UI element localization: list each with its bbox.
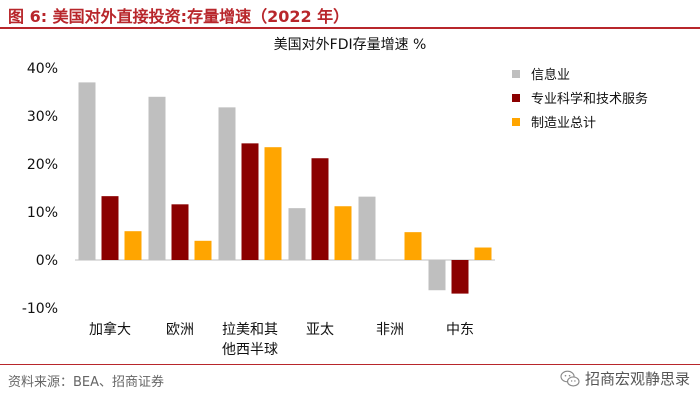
y-tick-label: -10% (22, 301, 58, 317)
watermark: 招商宏观静思录 (560, 368, 690, 389)
bar-3 (124, 231, 142, 260)
x-tick-label: 加拿大 (89, 321, 131, 338)
bar-1 (288, 208, 306, 260)
x-tick-label: 拉美和其他西半球 (222, 322, 278, 358)
legend-swatch (512, 118, 520, 126)
x-tick-label: 欧洲 (166, 322, 194, 338)
y-tick-label: 20% (27, 157, 58, 173)
bar-1 (358, 196, 376, 260)
y-tick-label: 10% (27, 205, 58, 221)
legend-swatch (512, 70, 520, 78)
watermark-text: 招商宏观静思录 (584, 370, 690, 388)
x-tick-label: 中东 (446, 322, 474, 338)
figure-title: 图 6: 美国对外直接投资:存量增速（2022 年） (8, 7, 350, 26)
chart-title: 美国对外FDI存量增速 % (273, 37, 427, 53)
bar-1 (428, 260, 446, 291)
bar-3 (334, 206, 352, 260)
bar-3 (264, 147, 282, 260)
bar-3 (404, 232, 422, 260)
bar-3 (194, 240, 212, 260)
bar-1 (218, 107, 236, 260)
legend-label: 专业科学和技术服务 (531, 91, 648, 107)
bar-2 (171, 204, 189, 260)
bar-2 (311, 158, 329, 260)
bar-1 (78, 82, 96, 261)
x-tick-label: 亚太 (306, 322, 334, 338)
wechat-icon (560, 370, 580, 387)
bar-2 (241, 143, 259, 260)
figure-header: 图 6: 美国对外直接投资:存量增速（2022 年） (0, 0, 700, 26)
bar-2 (101, 196, 119, 260)
bar-1 (148, 96, 166, 260)
bar-3 (474, 247, 492, 260)
y-tick-label: 40% (27, 61, 58, 77)
bar-2 (451, 260, 469, 294)
legend-swatch (512, 94, 520, 102)
footer-rule (0, 364, 700, 365)
y-tick-label: 30% (27, 109, 58, 125)
y-tick-label: 0% (36, 253, 58, 269)
header-rule (0, 27, 700, 29)
source-note: 资料来源：BEA、招商证券 (8, 375, 165, 390)
x-tick-label: 非洲 (376, 322, 404, 338)
legend-label: 信息业 (531, 67, 570, 83)
legend-label: 制造业总计 (531, 116, 596, 131)
